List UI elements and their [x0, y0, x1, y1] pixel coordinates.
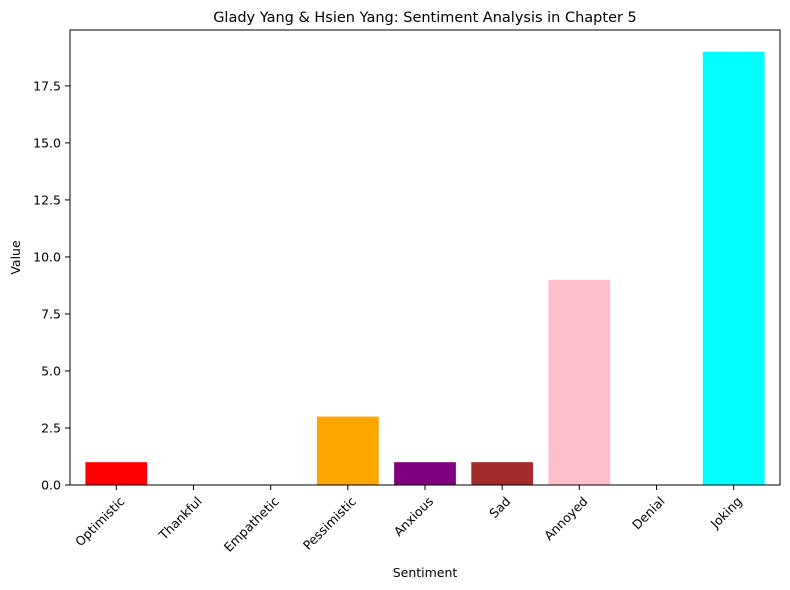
- x-tick-label: Pessimistic: [300, 494, 359, 553]
- bar-anxious: [394, 462, 456, 485]
- x-tick-label: Denial: [629, 494, 668, 533]
- y-axis: 0.0 2.5 5.0 7.5 10.0 12.5 15.0 17.5: [33, 78, 70, 492]
- x-tick-label: Anxious: [391, 494, 437, 540]
- bar-joking: [702, 51, 765, 486]
- bar-annoyed: [548, 279, 611, 485]
- bar-pessimistic: [316, 416, 379, 485]
- chart-title: Glady Yang & Hsien Yang: Sentiment Analy…: [213, 10, 637, 26]
- x-tick-label: Empathetic: [221, 494, 282, 555]
- y-tick-label: 2.5: [41, 420, 61, 435]
- plot-area-frame: [69, 29, 781, 486]
- y-axis-label: Value: [8, 240, 23, 275]
- bar-optimistic: [85, 462, 148, 485]
- x-axis: Optimistic Thankful Empathetic Pessimistic A…: [72, 485, 745, 555]
- x-tick-label: Optimistic: [72, 494, 128, 550]
- y-tick-label: 7.5: [41, 306, 61, 321]
- y-tick-label: 15.0: [33, 135, 61, 150]
- y-tick-label: 10.0: [33, 249, 61, 264]
- y-tick-label: 0.0: [41, 477, 61, 492]
- bar-sad: [471, 462, 534, 485]
- y-tick-label: 12.5: [33, 192, 61, 207]
- y-tick-label: 17.5: [33, 78, 61, 93]
- x-tick-label: Annoyed: [541, 494, 591, 544]
- x-tick-label: Joking: [707, 494, 745, 532]
- x-tick-label: Sad: [486, 494, 513, 521]
- y-tick-label: 5.0: [41, 363, 61, 378]
- x-axis-label: Sentiment: [393, 565, 458, 580]
- bars-layer: [85, 51, 765, 486]
- x-tick-label: Thankful: [155, 494, 205, 544]
